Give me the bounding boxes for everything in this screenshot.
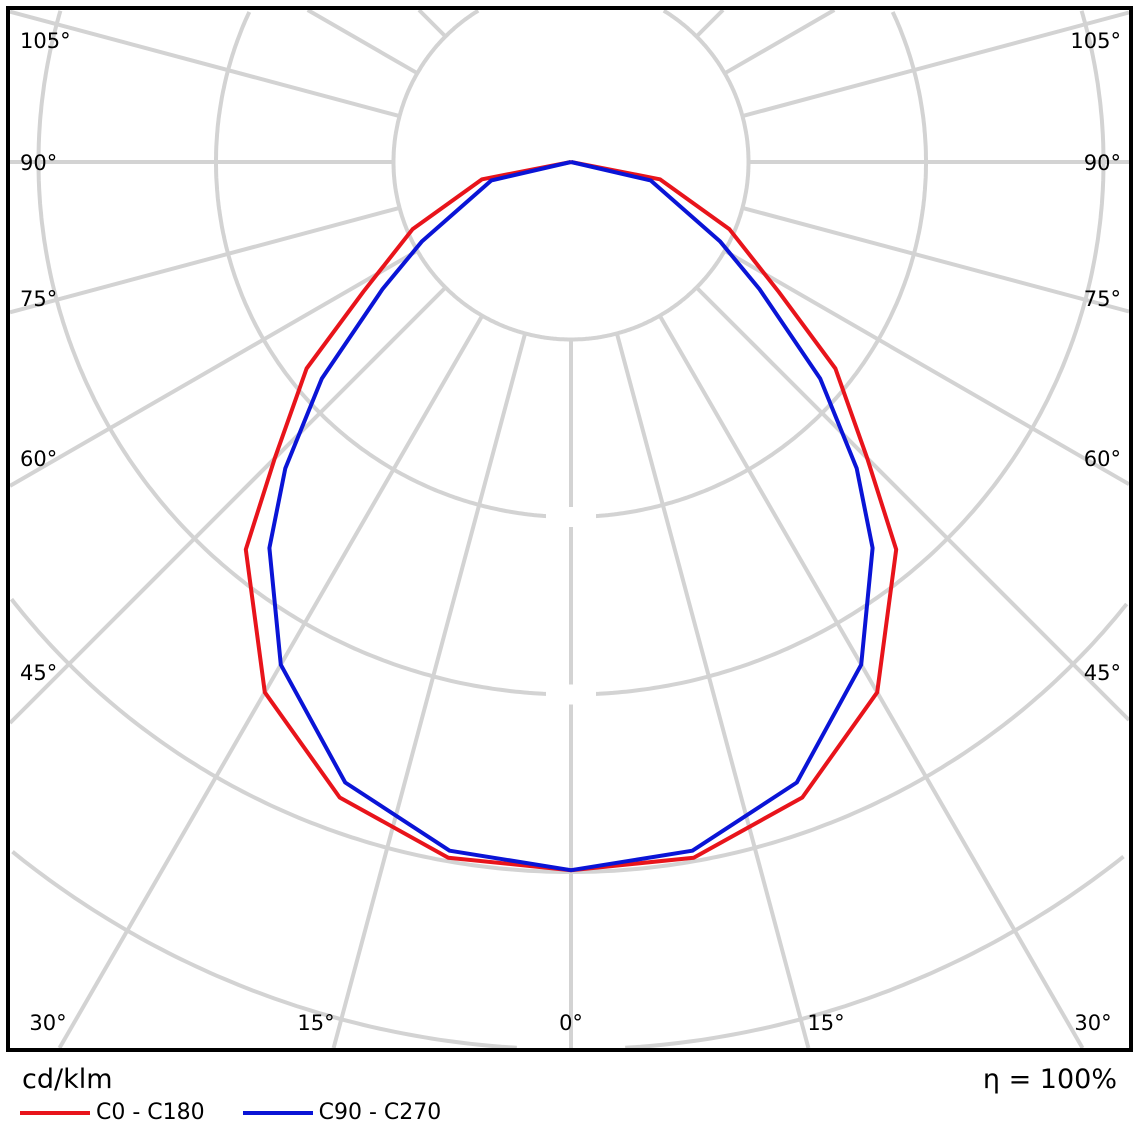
grid-spoke: [306, 8, 419, 75]
grid-spoke: [741, 10, 1130, 119]
grid-spoke: [9, 249, 419, 488]
grid-spoke: [658, 314, 1085, 1049]
angle-label-right-75: 75°: [1084, 287, 1121, 311]
grid-spoke: [695, 8, 725, 38]
angle-labels: 105° 90° 75° 60° 45° 105° 90° 75° 60° 45…: [20, 29, 1121, 1035]
legend: C0 - C180 C90 - C270: [20, 1100, 479, 1125]
angle-label-bottom-30-right: 30°: [1074, 1011, 1111, 1035]
legend-item-c0-c180: C0 - C180: [20, 1100, 205, 1125]
grid-spoke: [741, 205, 1130, 314]
angle-label-bottom-30-left: 30°: [29, 1011, 66, 1035]
series-curve-c90-c270: [267, 160, 875, 873]
grid-spoke: [331, 332, 528, 1049]
grid-spoke: [9, 205, 401, 315]
angle-label-bottom-15-right: 15°: [807, 1011, 844, 1035]
radial-label-gap: [546, 507, 596, 527]
grid-spoke: [57, 314, 484, 1049]
angle-label-bottom-15-left: 15°: [297, 1011, 334, 1035]
legend-label: C0 - C180: [96, 1100, 205, 1125]
curves: [243, 160, 899, 873]
grid-ring: [11, 850, 1125, 1050]
grid-ring: [9, 597, 1129, 874]
legend-swatch-blue: [242, 1110, 313, 1115]
angle-label-left-105: 105°: [20, 29, 71, 53]
unit-label: cd/klm: [22, 1064, 113, 1095]
angle-label-left-45: 45°: [20, 661, 57, 685]
angle-label-left-90: 90°: [20, 151, 57, 175]
efficiency-label: η = 100%: [982, 1064, 1117, 1095]
grid-spoke: [417, 8, 447, 38]
grid-spoke: [614, 332, 811, 1049]
angle-label-left-75: 75°: [20, 287, 57, 311]
grid-spoke: [723, 8, 836, 76]
chart-frame: [6, 6, 1133, 1052]
grid-spoke: [9, 9, 401, 119]
angle-label-bottom-0: 0°: [559, 1011, 583, 1035]
angle-label-right-105: 105°: [1070, 29, 1121, 53]
grid-ring: [391, 8, 751, 342]
radial-label-gap: [546, 684, 596, 705]
angle-label-left-60: 60°: [20, 447, 57, 471]
grid-spoke: [723, 249, 1130, 486]
grid-spoke: [8, 286, 447, 725]
angle-label-right-60: 60°: [1084, 447, 1121, 471]
grid-ring: [214, 11, 928, 519]
legend-item-c90-c270: C90 - C270: [242, 1100, 442, 1125]
grid-spoke: [695, 286, 1131, 722]
legend-label: C90 - C270: [318, 1100, 442, 1125]
grid-ring: [36, 10, 1106, 697]
polar-grid: [8, 8, 1131, 1050]
angle-label-right-90: 90°: [1084, 151, 1121, 175]
legend-swatch-red: [20, 1110, 90, 1115]
angle-label-right-45: 45°: [1084, 661, 1121, 685]
